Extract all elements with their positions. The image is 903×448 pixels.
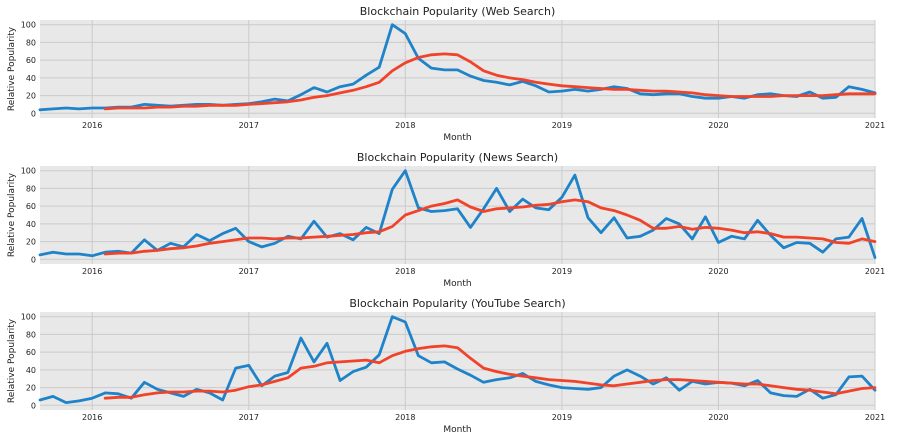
x-tick-label: 2018 [395, 413, 415, 422]
x-axis-label: Month [443, 133, 471, 143]
x-axis-label: Month [443, 279, 471, 289]
x-tick-label: 2018 [395, 267, 415, 276]
series-line-smoothed [103, 344, 877, 400]
y-tick-label: 80 [26, 330, 36, 339]
y-tick-label: 0 [31, 255, 36, 264]
y-tick-label: 20 [26, 238, 36, 247]
y-tick-label: 60 [26, 202, 36, 211]
y-tick-label: 20 [26, 92, 36, 101]
chart-title: Blockchain Popularity (News Search) [357, 151, 558, 164]
y-tick-label: 40 [26, 366, 36, 375]
x-tick-label: 2017 [239, 267, 259, 276]
x-tick-label: 2017 [239, 121, 259, 130]
x-axis-label: Month [443, 425, 471, 435]
chart-title: Blockchain Popularity (Web Search) [360, 5, 556, 18]
y-axis-label: Relative Popularity [7, 318, 17, 403]
chart-panel-3: 0 20 40 60 80 100 2016 2017 2018 2019 2020 2021 Bloc… [7, 297, 885, 435]
x-tick-label: 2016 [82, 121, 102, 130]
x-tick-label: 2020 [708, 267, 728, 276]
y-tick-label: 20 [26, 384, 36, 393]
y-tick-label: 100 [21, 21, 36, 30]
x-tick-label: 2020 [708, 121, 728, 130]
y-tick-label: 0 [31, 109, 36, 118]
chart-panel-1: 0 20 40 60 80 100 2016 2017 2018 2019 2020 2021 Bloc… [7, 5, 885, 143]
x-tick-label: 2021 [865, 267, 885, 276]
x-tick-label: 2018 [395, 121, 415, 130]
plot-area [40, 312, 875, 410]
x-tick-label: 2019 [552, 121, 572, 130]
y-tick-label: 80 [26, 38, 36, 47]
x-tick-label: 2020 [708, 413, 728, 422]
series-line-smoothed [103, 52, 877, 111]
y-tick-label: 100 [21, 313, 36, 322]
x-tick-label: 2019 [552, 267, 572, 276]
y-tick-label: 60 [26, 56, 36, 65]
series-line-smoothed [103, 198, 877, 256]
x-tick-label: 2016 [82, 413, 102, 422]
y-tick-label: 0 [31, 401, 36, 410]
y-tick-label: 40 [26, 74, 36, 83]
x-tick-label: 2021 [865, 121, 885, 130]
x-tick-label: 2017 [239, 413, 259, 422]
x-tick-label: 2019 [552, 413, 572, 422]
y-axis-label: Relative Popularity [7, 26, 17, 111]
series-line-raw [38, 169, 877, 259]
x-tick-label: 2016 [82, 267, 102, 276]
y-tick-label: 80 [26, 184, 36, 193]
y-tick-label: 100 [21, 167, 36, 176]
x-tick-label: 2021 [865, 413, 885, 422]
y-axis-label: Relative Popularity [7, 172, 17, 257]
y-tick-label: 60 [26, 348, 36, 357]
y-tick-label: 40 [26, 220, 36, 229]
chart-title: Blockchain Popularity (YouTube Search) [349, 297, 565, 310]
chart-panel-2: 0 20 40 60 80 100 2016 2017 2018 2019 2020 2021 Bloc… [7, 151, 885, 289]
